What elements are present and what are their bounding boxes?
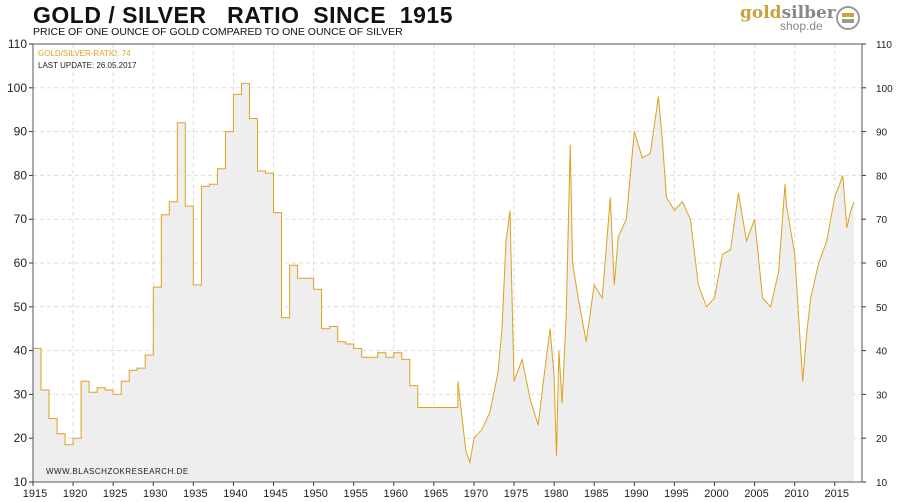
y-tick-label-right: 50 [876,303,888,314]
chart-subtitle: PRICE OF ONE OUNCE OF GOLD COMPARED TO O… [33,26,403,38]
x-tick-label: 1920 [63,488,87,500]
y-tick-label-right: 60 [876,259,888,270]
y-tick-label-right: 90 [876,128,888,139]
y-tick-label-left: 70 [14,212,28,226]
series-area [33,83,854,483]
y-tick-label-left: 100 [7,81,27,95]
legend-label: GOLD/SILVER-RATIO: 74 [38,49,131,58]
x-tick-label: 1970 [464,488,488,500]
x-tick-label: 1915 [23,488,47,500]
x-tick-label: 1980 [544,488,568,500]
x-tick-label: 1935 [183,488,207,500]
x-tick-label: 1960 [384,488,408,500]
x-tick-label: 1950 [303,488,327,500]
x-tick-label: 1925 [103,488,127,500]
y-tick-label-right: 20 [876,434,888,445]
x-tick-label: 2005 [744,488,768,500]
y-tick-label-left: 110 [8,37,27,51]
source-label: WWW.BLASCHZOKRESEARCH.DE [46,467,189,476]
y-tick-label-right: 100 [876,84,893,95]
x-tick-label: 2015 [824,488,848,500]
y-tick-label-right: 80 [876,171,888,182]
x-tick-label: 1930 [143,488,167,500]
x-tick-label: 1940 [223,488,247,500]
last-update: LAST UPDATE: 26.05.2017 [38,61,137,70]
x-tick-label: 2000 [704,488,728,500]
y-tick-label-right: 40 [876,347,888,358]
y-tick-label-left: 80 [14,168,28,182]
x-tick-label: 2010 [784,488,808,500]
y-tick-label-left: 60 [14,256,28,270]
y-tick-label-left: 20 [14,431,28,445]
y-tick-label-right: 70 [876,215,888,226]
y-tick-label-left: 50 [14,300,28,314]
x-tick-label: 1990 [624,488,648,500]
chart-title: GOLD / SILVER RATIO SINCE 1915 [33,2,454,28]
x-tick-label: 1965 [424,488,448,500]
x-tick-label: 1975 [504,488,528,500]
goldsilbershop-logo: goldsilber shop.de [740,3,890,37]
y-tick-label-left: 30 [14,387,28,401]
series-line [33,82,855,465]
y-tick-label-left: 90 [14,125,28,139]
x-tick-label: 1955 [343,488,367,500]
y-tick-label-right: 10 [876,478,888,489]
x-tick-label: 1985 [584,488,608,500]
y-tick-label-left: 40 [14,344,28,358]
y-tick-label-right: 110 [876,40,892,51]
y-tick-label-left: 10 [14,475,28,489]
x-tick-label: 1995 [664,488,688,500]
y-tick-label-right: 30 [876,390,888,401]
x-tick-label: 1945 [263,488,287,500]
